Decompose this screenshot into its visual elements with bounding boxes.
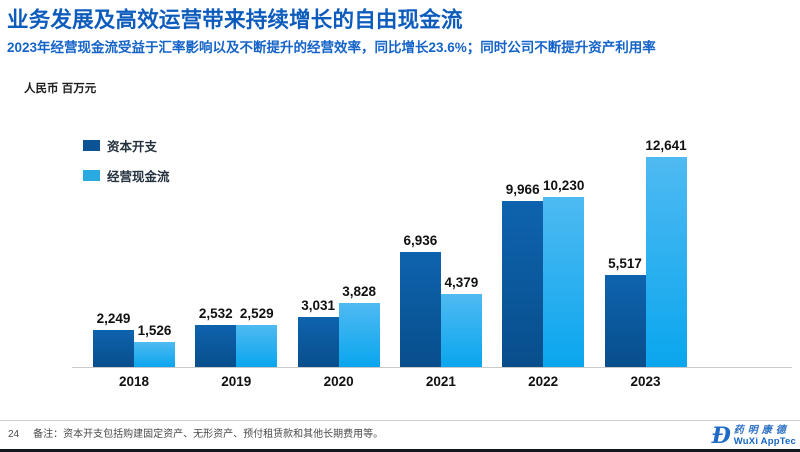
bar-group-2019: 2,532 2,529 2019 [195, 140, 278, 389]
bar-group-2021: 6,936 4,379 2021 [399, 140, 482, 389]
bar-capex-2023 [604, 275, 646, 367]
data-label: 2,529 [239, 306, 274, 321]
logo-chinese-name: 药明康德 [733, 424, 790, 436]
footer-divider [0, 420, 800, 421]
footnote: 备注：资本开支包括购建固定资产、无形资产、预付租赁款和其他长期费用等。 [33, 429, 384, 440]
data-label: 9,966 [505, 182, 540, 198]
company-logo: Đ 药明康德 WuXi AppTec [711, 423, 796, 449]
data-label: 12,641 [645, 138, 687, 153]
data-label: 3,031 [301, 297, 335, 313]
logo-english-name: WuXi AppTec [733, 435, 796, 447]
data-label: 1,526 [137, 322, 172, 338]
bar-opcashflow-2021 [440, 294, 482, 367]
x-axis-label: 2023 [630, 374, 661, 389]
bar-opcashflow-2022 [543, 197, 585, 367]
data-label: 10,230 [543, 178, 585, 194]
axis-unit-label: 人民币 百万元 [24, 83, 97, 95]
footer: 24 备注：资本开支包括购建固定资产、无形资产、预付租赁款和其他长期费用等。 [8, 425, 383, 440]
plot-area: 2,249 1,526 2018 2,532 2,529 2019 3,031 3,828 20… [72, 138, 792, 389]
x-axis-label: 2021 [425, 374, 456, 389]
data-label: 4,379 [444, 275, 479, 291]
x-axis-label: 2019 [221, 374, 252, 389]
x-axis-label: 2020 [323, 374, 354, 389]
page-subtitle: 2023年经营现金流受益于汇率影响以及不断提升的经营效率，同比增长23.6%；同… [7, 40, 656, 55]
bar-opcashflow-2018 [134, 341, 175, 367]
bar-opcashflow-2019 [236, 325, 278, 367]
bar-capex-2018 [93, 329, 134, 367]
legend-item-capex: 资本开支 [83, 136, 170, 155]
legend-item-opcashflow: 经营现金流 [83, 166, 170, 185]
legend-swatch-capex [83, 140, 100, 151]
x-axis-label: 2022 [528, 374, 559, 389]
bar-capex-2020 [297, 316, 339, 367]
page-title: 业务发展及高效运营带来持续增长的自由现金流 [7, 8, 463, 32]
bar-capex-2019 [195, 324, 237, 367]
chart-legend: 资本开支 经营现金流 [83, 136, 170, 185]
wuxi-apptec-logo-icon: Đ [711, 423, 731, 449]
data-label: 2,532 [198, 305, 233, 321]
x-axis-label: 2018 [118, 374, 150, 389]
legend-label-capex: 资本开支 [107, 140, 158, 154]
bar-group-2022: 9,966 10,230 2022 [502, 140, 585, 389]
page-number: 24 [8, 429, 20, 440]
bottom-accent-bar [0, 449, 800, 452]
bar-capex-2022 [502, 201, 544, 367]
data-label: 2,249 [96, 310, 131, 326]
bar-capex-2021 [399, 251, 441, 367]
bar-group-2020: 3,031 3,828 2020 [297, 140, 380, 389]
data-label: 6,936 [403, 232, 438, 248]
legend-label-opcashflow: 经营现金流 [107, 170, 170, 184]
legend-swatch-opcashflow [83, 170, 100, 181]
bar-group-2023: 5,517 12,641 2023 [604, 138, 687, 389]
data-label: 3,828 [342, 284, 376, 300]
bar-group-2018: 2,249 1,526 2018 [93, 140, 175, 389]
bar-opcashflow-2020 [338, 303, 380, 367]
bar-opcashflow-2023 [645, 157, 687, 367]
data-label: 5,517 [608, 256, 642, 272]
